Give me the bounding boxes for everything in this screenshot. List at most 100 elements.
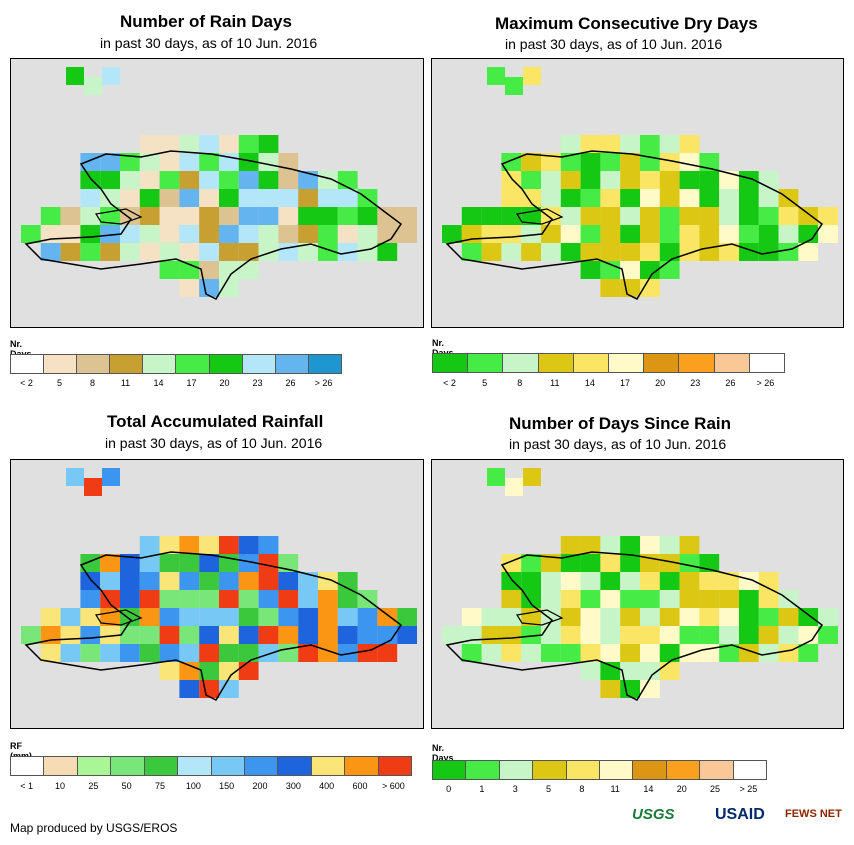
grid-cell	[278, 590, 299, 608]
grid-cell	[298, 189, 318, 207]
grid-cell	[258, 554, 279, 572]
grid-cell	[620, 644, 640, 662]
grid-cell	[640, 207, 660, 225]
grid-cell	[778, 608, 799, 626]
grid-cell	[659, 225, 680, 243]
grid-cell	[818, 225, 838, 243]
legend-swatch	[733, 761, 767, 779]
grid-cell	[219, 572, 239, 590]
grid-cell	[699, 189, 720, 207]
grid-cell	[679, 135, 700, 153]
grid-cell	[238, 662, 259, 680]
grid-cell	[60, 243, 81, 261]
legend-swatch	[609, 354, 645, 372]
grid-cell	[521, 171, 541, 189]
panel-subtitle: in past 30 days, as of 10 Jun. 2016	[105, 435, 323, 451]
grid-cell	[298, 171, 318, 189]
grid-cell	[120, 608, 140, 626]
grid-cell	[120, 207, 140, 225]
grid-cell	[580, 243, 601, 261]
grid-cell	[739, 608, 759, 626]
island-outline	[95, 609, 143, 626]
grid-cell	[397, 608, 417, 626]
legend-swatch	[700, 761, 734, 779]
grid-cell	[501, 207, 522, 225]
grid-cell	[337, 207, 358, 225]
legend-swatch	[311, 757, 346, 775]
legend-label: 11	[120, 378, 131, 388]
grid-cell	[600, 608, 621, 626]
legend-label: 11	[550, 378, 560, 388]
legend-label: 100	[185, 781, 201, 791]
grid-cell	[778, 626, 799, 644]
grid-cell	[739, 626, 759, 644]
grid-cell	[179, 680, 200, 698]
legend-label: 1	[479, 784, 485, 794]
grid-cell	[580, 153, 601, 171]
grid-cell	[357, 207, 378, 225]
grid-cell	[719, 243, 739, 261]
grid-cell	[102, 67, 120, 85]
island-outline	[516, 208, 564, 225]
grid-cell	[40, 608, 61, 626]
grid-cell	[278, 207, 299, 225]
grid-cell	[298, 608, 318, 626]
grid-cell	[337, 608, 358, 626]
grid-cell	[318, 189, 338, 207]
grid-cell	[739, 225, 759, 243]
grid-cell	[640, 225, 660, 243]
grid-cell	[238, 644, 259, 662]
grid-cell	[318, 626, 338, 644]
grid-cell	[80, 572, 101, 590]
grid-cell	[159, 243, 180, 261]
grid-cell	[357, 243, 378, 261]
grid-cell	[258, 207, 279, 225]
legend-label: 26	[285, 378, 296, 388]
grid-cell	[640, 243, 660, 261]
grid-cell	[719, 207, 739, 225]
grid-cell	[80, 171, 101, 189]
grid-cell	[179, 207, 200, 225]
grid-cell	[80, 644, 101, 662]
legend-swatch	[433, 761, 467, 779]
grid-cell	[337, 644, 358, 662]
grid-cell	[620, 135, 640, 153]
grid-cell	[337, 572, 358, 590]
grid-cell	[560, 572, 581, 590]
grid-cell	[560, 626, 581, 644]
legend-label: 20	[219, 378, 230, 388]
grid-cell	[699, 644, 720, 662]
grid-cell	[139, 626, 160, 644]
legend-label: 75	[154, 781, 166, 791]
grid-cell	[238, 590, 259, 608]
grid-cell	[620, 608, 640, 626]
grid-cell	[679, 644, 700, 662]
grid-cell	[505, 77, 523, 95]
grid-cell	[600, 207, 621, 225]
legend-label: 8	[579, 784, 585, 794]
grid-cell	[461, 644, 482, 662]
grid-cell	[560, 243, 581, 261]
grid-cell	[501, 243, 522, 261]
panel-title: Number of Days Since Rain	[509, 414, 732, 433]
grid-cell	[199, 572, 219, 590]
grid-cell	[580, 536, 601, 554]
legend-swatch	[209, 355, 243, 373]
grid-cell	[298, 590, 318, 608]
grid-cell	[337, 171, 358, 189]
grid-cell	[659, 153, 680, 171]
grid-cell	[699, 243, 720, 261]
grid-cell	[21, 626, 41, 644]
grid-cell	[679, 626, 700, 644]
grid-cell	[758, 572, 779, 590]
grid-cell	[442, 225, 462, 243]
grid-cell	[258, 189, 279, 207]
grid-cell	[600, 680, 621, 698]
grid-cell	[120, 153, 140, 171]
grid-cell	[442, 626, 462, 644]
grid-cell	[620, 189, 640, 207]
grid-cell	[159, 554, 180, 572]
grid-cell	[600, 153, 621, 171]
grid-cell	[487, 468, 505, 486]
grid-cell	[580, 608, 601, 626]
